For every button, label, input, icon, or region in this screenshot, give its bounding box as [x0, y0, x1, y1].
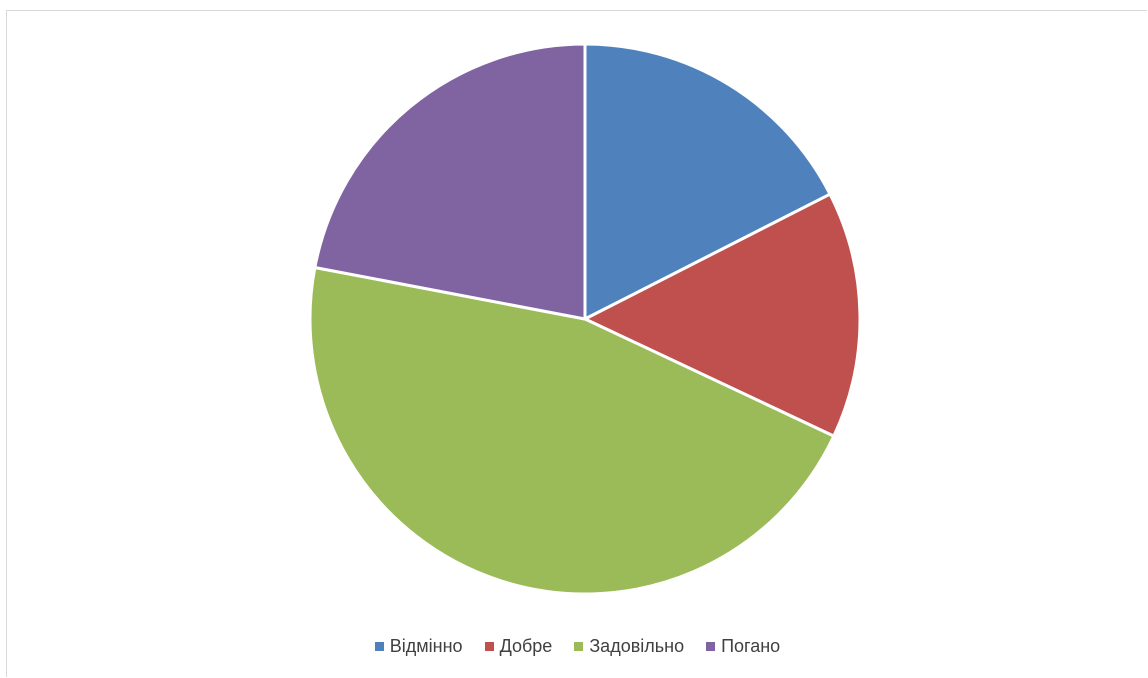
legend-label: Задовільно [589, 636, 685, 656]
legend-item-pohano: Погано [706, 636, 780, 657]
legend-label: Погано [721, 636, 781, 656]
legend-item-dobre: Добре [484, 636, 553, 657]
legend-label: Відмінно [389, 636, 463, 656]
slice-zadovilno [308, 265, 836, 596]
legend-item-zadovilno: Задовільно [574, 636, 684, 657]
slice-vidminno [583, 42, 832, 321]
legend-swatch [574, 642, 584, 651]
legend: Відмінно Добре Задовільно Погано [7, 636, 1148, 657]
legend-swatch [706, 642, 716, 651]
slice-pohano [313, 42, 587, 321]
legend-swatch [374, 642, 384, 651]
slice-dobre [583, 192, 862, 438]
legend-swatch [484, 642, 494, 651]
chart-frame: Відмінно Добре Задовільно Погано [6, 10, 1147, 677]
legend-label: Добре [499, 636, 553, 656]
pie-chart [308, 42, 862, 596]
legend-item-vidminno: Відмінно [374, 636, 463, 657]
